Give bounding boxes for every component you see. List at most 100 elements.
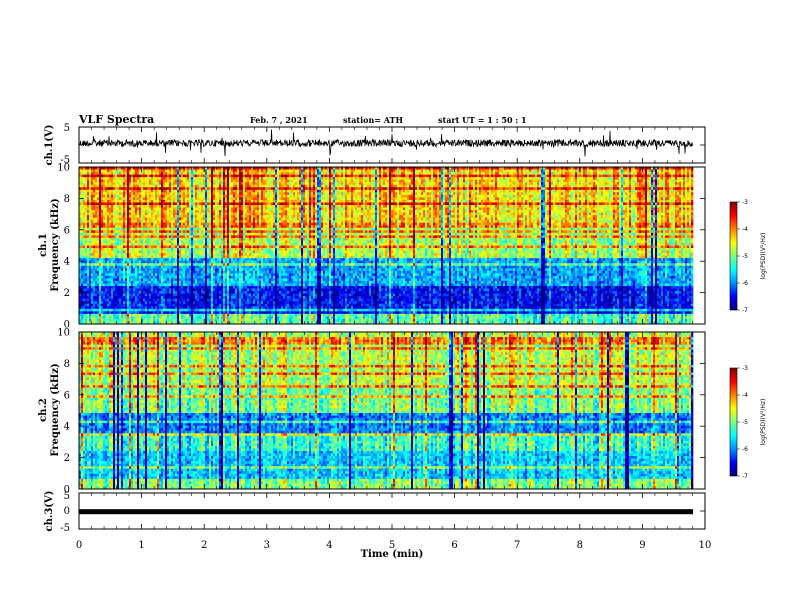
spectrogram-cell	[111, 314, 113, 317]
spectrogram-cell	[81, 296, 83, 299]
spectrogram-cell	[95, 175, 97, 178]
spectrogram-cell	[99, 202, 101, 205]
spectrogram-cell	[107, 213, 109, 216]
spectrogram-cell	[93, 319, 95, 322]
spectrogram-cell	[105, 316, 107, 319]
spectrogram-cell	[85, 233, 87, 236]
spectrogram-cell	[107, 182, 109, 185]
spectrogram-cell	[113, 205, 115, 208]
spectrogram-cell	[99, 205, 101, 208]
spectrogram-cell	[117, 200, 119, 203]
spectrogram-cell	[97, 311, 99, 314]
spectrogram-cell	[97, 215, 99, 218]
spectrogram-cell	[107, 175, 109, 178]
spectrogram-cell	[121, 261, 123, 264]
spectrogram-cell	[109, 190, 111, 193]
spectrogram-cell	[95, 273, 97, 276]
spectrogram-cell	[97, 233, 99, 236]
spectrogram-cell	[89, 210, 91, 213]
spectrogram-cell	[93, 213, 95, 216]
spectrogram-cell	[115, 261, 117, 264]
spectrogram-cell	[101, 220, 103, 223]
spectrogram-cell	[115, 200, 117, 203]
spectrogram-cell	[117, 299, 119, 302]
spectrogram-cell	[81, 309, 83, 312]
spectrogram-cell	[85, 210, 87, 213]
spectrogram-cell	[91, 299, 93, 302]
spectrogram-cell	[97, 271, 99, 274]
ch1-ytick-top: 5	[64, 123, 70, 134]
spectrogram-cell	[97, 208, 99, 211]
spectrogram-cell	[103, 225, 105, 228]
spectrogram-cell	[97, 273, 99, 276]
spectrogram-cell	[95, 319, 97, 322]
spectrogram-cell	[111, 294, 113, 297]
spectrogram-cell	[109, 251, 111, 254]
spectrogram-cell	[99, 291, 101, 294]
spectrogram-cell	[103, 215, 105, 218]
spectrogram-cell	[115, 208, 117, 211]
spectrogram-cell	[121, 246, 123, 249]
spectrogram-cell	[97, 192, 99, 195]
spectrogram-cell	[85, 205, 87, 208]
spectrogram-cell	[97, 253, 99, 256]
spectrogram-cell	[109, 299, 111, 302]
spectrogram-cell	[117, 268, 119, 271]
spectrogram-cell	[103, 208, 105, 211]
spectrogram-cell	[121, 170, 123, 173]
spectrogram-cell	[85, 190, 87, 193]
spectrogram-cell	[91, 190, 93, 193]
spectrogram-cell	[85, 314, 87, 317]
spectrogram-cell	[87, 301, 89, 304]
spectrogram-cell	[117, 291, 119, 294]
spectrogram-cell	[85, 304, 87, 307]
spectrogram-cell	[99, 246, 101, 249]
spectrogram-cell	[103, 235, 105, 238]
spectrogram-cell	[101, 208, 103, 211]
spectrogram-cell	[87, 213, 89, 216]
spectrogram-cell	[83, 289, 85, 292]
spectrogram-cell	[119, 197, 121, 200]
spectrogram-cell	[117, 278, 119, 281]
spectrogram-cell	[101, 195, 103, 198]
spectrogram-cell	[93, 314, 95, 317]
spectrogram-cell	[83, 294, 85, 297]
spectrogram-cell	[87, 281, 89, 284]
spectrogram-cell	[91, 261, 93, 264]
spectrogram-cell	[121, 230, 123, 233]
spectrogram-cell	[87, 235, 89, 238]
spectrogram-cell	[115, 309, 117, 312]
spectrogram-cell	[115, 314, 117, 317]
spectrogram-cell	[113, 306, 115, 309]
spectrogram-cell	[113, 278, 115, 281]
spectrogram-cell	[111, 273, 113, 276]
spectrogram-cell	[107, 256, 109, 259]
spectrogram-cell	[115, 319, 117, 322]
spectrogram-cell	[101, 192, 103, 195]
spectrogram-cell	[85, 266, 87, 269]
spectrogram-cell	[99, 296, 101, 299]
spectrogram-cell	[99, 192, 101, 195]
spectrogram-cell	[117, 187, 119, 190]
spectrogram-cell	[119, 230, 121, 233]
spectrogram-cell	[81, 271, 83, 274]
spectrogram-cell	[95, 185, 97, 188]
spectrogram-cell	[83, 235, 85, 238]
spectrogram-cell	[107, 172, 109, 175]
spectrogram-cell	[85, 202, 87, 205]
spectrogram-cell	[119, 263, 121, 266]
spectrogram-cell	[101, 235, 103, 238]
spectrogram-cell	[91, 228, 93, 231]
spectrogram-cell	[113, 268, 115, 271]
spectrogram-cell	[89, 208, 91, 211]
spectrogram-cell	[81, 314, 83, 317]
spectrogram-cell	[91, 230, 93, 233]
spectrogram-cell	[111, 233, 113, 236]
spectrogram-cell	[103, 230, 105, 233]
spectrogram-cell	[91, 175, 93, 178]
spectrogram-cell	[111, 185, 113, 188]
spectrogram-cell	[81, 215, 83, 218]
spectrogram-cell	[109, 223, 111, 226]
spectrogram-cell	[105, 175, 107, 178]
spectrogram-cell	[107, 195, 109, 198]
